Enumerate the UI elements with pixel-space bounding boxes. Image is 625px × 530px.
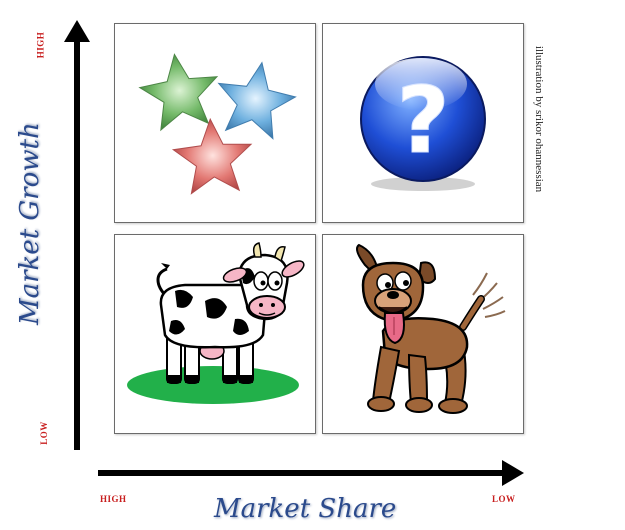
svg-text:?: ?: [396, 67, 449, 174]
x-axis-arrow: [98, 460, 524, 486]
stars-icon: [138, 53, 297, 195]
y-axis-high-label: HIGH: [35, 31, 46, 59]
x-axis-high-label: HIGH: [100, 494, 127, 504]
quadrant-stars: [114, 23, 316, 223]
illustration-credit: illustration by srikor ohannessian: [533, 45, 545, 193]
y-axis-low-label: LOW: [38, 421, 49, 445]
dog-icon: [356, 243, 506, 414]
x-axis-low-label: LOW: [492, 494, 516, 504]
y-axis-title: Market Growth: [15, 122, 45, 325]
question-mark-icon: ?: [360, 56, 486, 191]
quadrant-question-mark: ?: [322, 23, 524, 223]
x-axis-title: Market Share: [214, 494, 397, 524]
quadrant-cow: [114, 234, 316, 434]
quadrant-dog: [322, 234, 524, 434]
cow-icon: [127, 242, 305, 404]
y-axis-arrow: [64, 20, 90, 450]
